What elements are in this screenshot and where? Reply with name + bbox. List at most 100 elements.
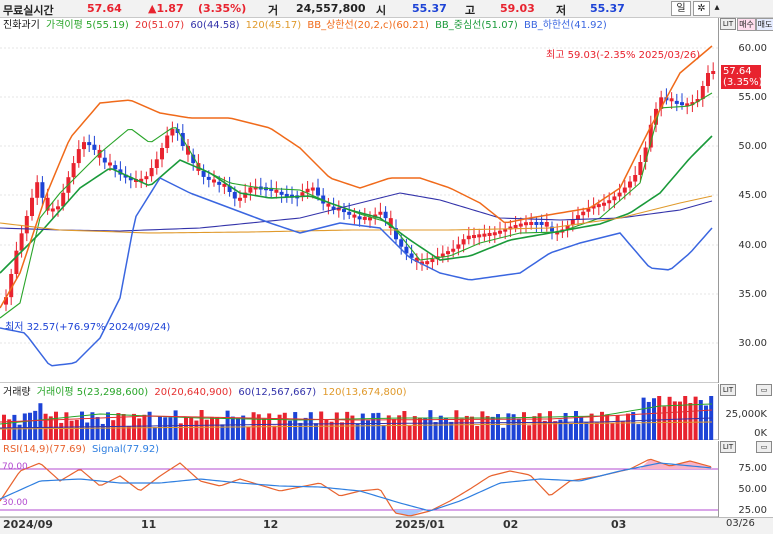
volume-bar — [215, 416, 220, 440]
volume-bar — [589, 413, 594, 440]
volume-bar — [38, 403, 43, 440]
candle-body — [555, 231, 560, 235]
candle-body — [674, 100, 679, 104]
legend-signal: Signal(77.92) — [91, 444, 160, 455]
volume-bar — [371, 413, 376, 440]
xaxis-label: 02 — [503, 518, 519, 531]
volume-bar — [688, 403, 693, 440]
volume-bar — [298, 422, 303, 440]
price-panel: 진화과기 가격이평 5(55.19) 20(51.07) 60(44.58) 1… — [0, 18, 718, 383]
volume-bar — [355, 423, 360, 440]
volume-ma60-line — [0, 417, 713, 429]
rsi-band-low: 30.00 — [2, 498, 28, 508]
volume-bar — [210, 416, 214, 440]
bb-lower-line — [0, 177, 713, 367]
volume-bar — [28, 412, 32, 440]
collapse-button[interactable]: ▭ — [756, 384, 772, 396]
volume-bar — [412, 416, 417, 440]
volume-bar — [704, 405, 708, 440]
candle-body — [362, 216, 367, 220]
candle-body — [82, 142, 86, 150]
candle-body — [456, 244, 461, 249]
volume-bar — [74, 419, 79, 440]
candle-body — [61, 192, 66, 207]
price-chart[interactable] — [0, 18, 718, 383]
volume-bar — [189, 416, 194, 440]
scroll-up-icon[interactable]: ▴ — [714, 2, 720, 13]
candle-body — [451, 248, 456, 252]
candle-body — [279, 191, 284, 195]
volume-bar — [366, 420, 370, 440]
candle-body — [591, 205, 596, 209]
candle-body — [217, 181, 222, 185]
volume-bar — [683, 396, 688, 440]
period-day-button[interactable]: 일 — [671, 1, 691, 16]
volume-bar — [444, 418, 448, 440]
scale-button[interactable]: LIT — [720, 384, 736, 396]
rsi-axis: LIT ▭ 75.00 50.00 25.00 — [718, 441, 773, 517]
candle-body — [9, 274, 14, 298]
candle-body — [383, 211, 388, 219]
candle-body — [461, 239, 466, 245]
candle-body — [165, 135, 170, 148]
collapse-button[interactable]: ▭ — [756, 441, 772, 453]
sell-button[interactable]: 매도 — [756, 18, 773, 31]
volume-bar — [667, 396, 672, 440]
volume-bar — [194, 420, 199, 440]
signal-line — [0, 462, 712, 512]
candle-body — [550, 226, 554, 232]
legend-vma5: 거래이평 5(23,298,600) — [36, 387, 149, 398]
candle-body — [472, 235, 476, 239]
candle-body — [316, 187, 320, 196]
volume-bar — [532, 416, 537, 440]
volume-bar — [360, 413, 365, 440]
candle-body — [690, 102, 695, 106]
price-legend: 진화과기 가격이평 5(55.19) 20(51.07) 60(44.58) 1… — [3, 20, 610, 32]
volume-bar — [386, 415, 391, 440]
candle-body — [212, 179, 216, 183]
candle-body — [633, 175, 638, 182]
volume-bar — [111, 420, 116, 440]
volume-bar — [152, 427, 157, 440]
gear-icon[interactable]: ✲ — [693, 1, 710, 16]
candle-body — [149, 168, 154, 177]
candle-body — [544, 222, 549, 227]
candle-body — [529, 222, 534, 225]
candle-body — [284, 193, 289, 197]
volume-ma5-line — [0, 403, 713, 425]
volume-bar — [553, 421, 558, 440]
candle-body — [482, 233, 487, 237]
candle-body — [196, 163, 201, 171]
candle-body — [269, 187, 274, 191]
candle-body — [420, 261, 424, 265]
candle-body — [347, 211, 352, 215]
candle-body — [570, 220, 575, 226]
volume-bar — [262, 418, 266, 440]
candle-body — [352, 214, 357, 218]
candle-body — [638, 162, 643, 175]
rsi-chart[interactable] — [0, 441, 718, 517]
scale-button[interactable]: LIT — [720, 18, 736, 30]
candle-body — [253, 186, 258, 190]
volume-bar — [376, 412, 381, 440]
price-change-pct: (3.35%) — [198, 2, 247, 15]
volume-chart[interactable] — [0, 384, 718, 440]
legend-ma20: 20(51.07) — [134, 20, 185, 31]
volume-bar — [537, 413, 542, 440]
volume-bar — [584, 422, 589, 440]
price-ytick: 60.00 — [738, 43, 767, 54]
scale-button[interactable]: LIT — [720, 441, 736, 453]
candle-body — [227, 185, 232, 192]
buy-button[interactable]: 매수 — [737, 18, 756, 31]
candle-body — [394, 228, 398, 240]
rsi-panel: RSI(14,9)(77.69) Signal(77.92) — [0, 441, 718, 517]
volume-bar — [350, 415, 355, 440]
candle-body — [607, 200, 612, 204]
volume-ytick: 0K — [754, 428, 767, 439]
legend-symbol: 진화과기 — [3, 20, 40, 31]
price-ytick: 40.00 — [738, 240, 767, 251]
volume-bar — [620, 421, 625, 440]
volume-bar — [563, 412, 568, 440]
high-annotation: 최고 59.03(-2.35% 2025/03/26) — [546, 50, 701, 61]
volume-label: 거 — [268, 4, 279, 17]
